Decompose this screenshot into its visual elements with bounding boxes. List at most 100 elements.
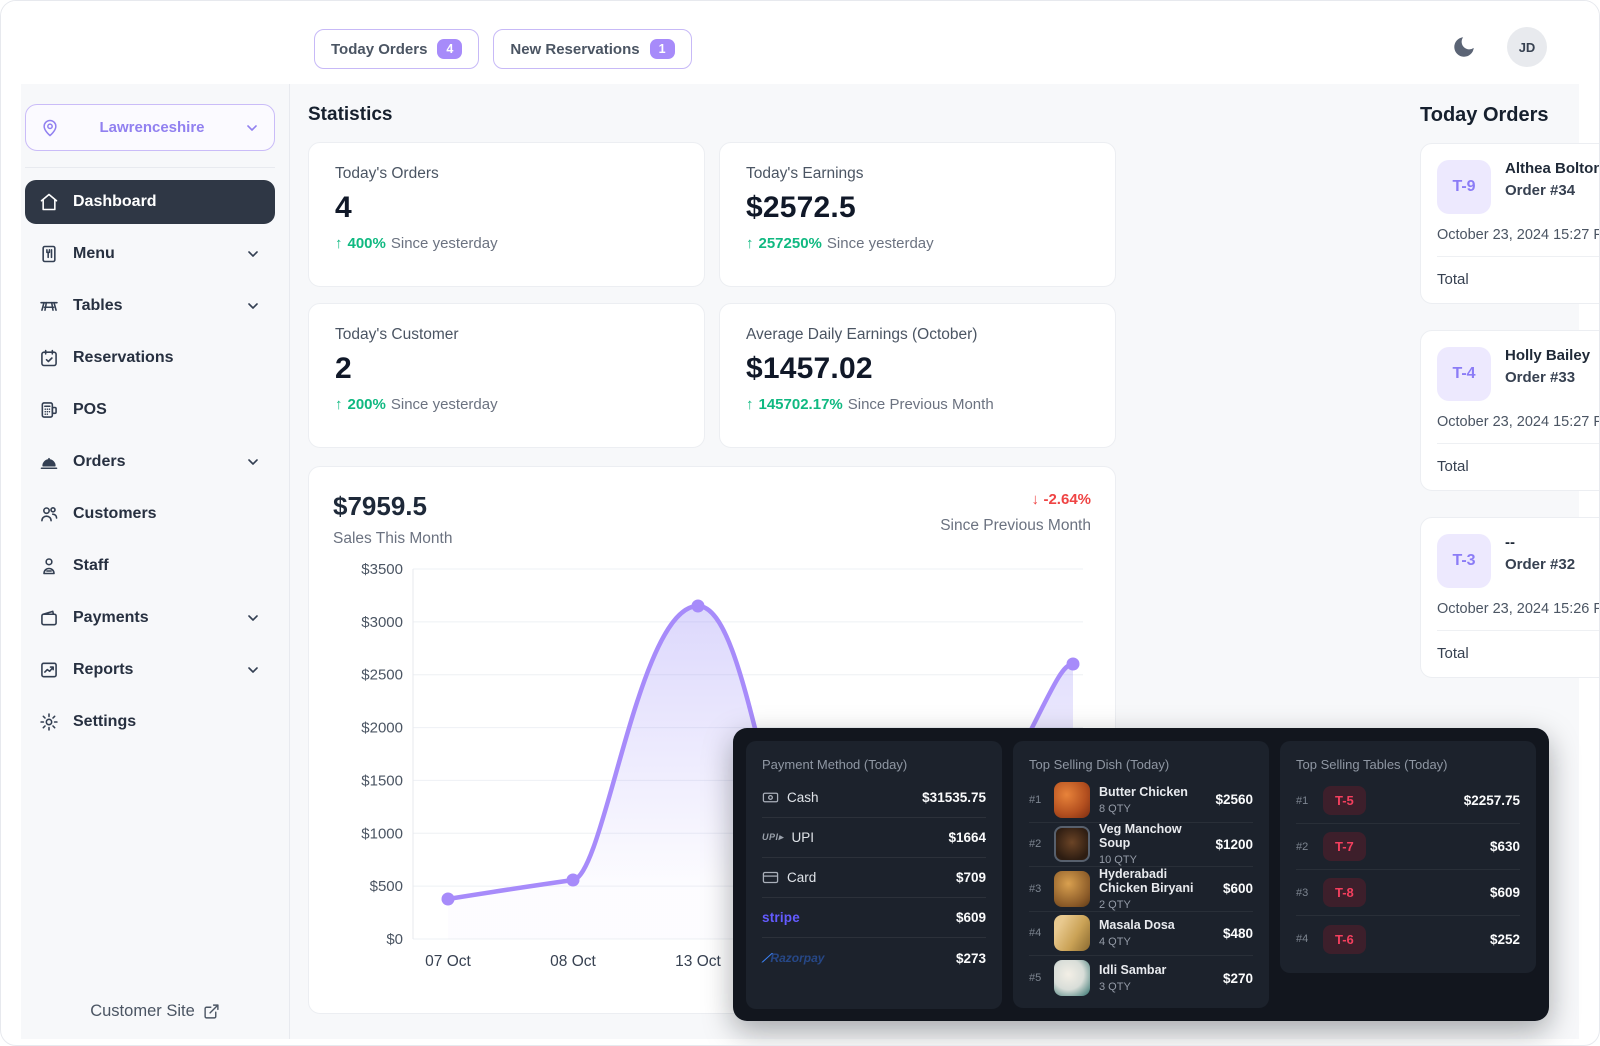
- payment-method-amount: $609: [955, 910, 986, 925]
- dish-rank: #5: [1029, 972, 1042, 985]
- dish-row: #1 Butter Chicken 8 QTY $2560: [1029, 778, 1253, 823]
- order-number: Order #32: [1505, 556, 1576, 573]
- payment-method-panel: Payment Method (Today) Cash $31535.75 UP…: [746, 741, 1002, 1009]
- y-tick: $0: [386, 931, 403, 948]
- dish-rank: #2: [1029, 838, 1042, 851]
- dish-rank: #3: [1029, 882, 1042, 895]
- trend-up-icon: ↑: [335, 396, 343, 413]
- upi-logo: UPI▸: [762, 832, 784, 842]
- sidebar-item-reservations[interactable]: Reservations: [25, 336, 275, 380]
- order-datetime: October 23, 2024 15:26 PM: [1437, 600, 1600, 617]
- staff-icon: [43, 558, 55, 575]
- sidebar-item-label: Settings: [73, 713, 137, 730]
- dish-photo: [1054, 870, 1090, 907]
- new-reservations-button[interactable]: New Reservations 1: [493, 29, 692, 69]
- table-badge: T-8: [1323, 878, 1366, 907]
- sidebar-item-label: Staff: [73, 557, 109, 574]
- location-pin-icon: [43, 119, 57, 136]
- sidebar-item-label: Menu: [73, 245, 115, 262]
- sales-delta-note: Since Previous Month: [940, 517, 1091, 534]
- sidebar-item-reports[interactable]: Reports: [25, 648, 275, 692]
- gear-icon: [40, 713, 58, 731]
- sidebar-item-payments[interactable]: Payments: [25, 596, 275, 640]
- today-orders-button[interactable]: Today Orders 4: [314, 29, 480, 69]
- banknote-icon: [762, 789, 779, 806]
- sidebar-item-dashboard[interactable]: Dashboard: [25, 180, 275, 224]
- payment-method-name: Cash: [787, 790, 819, 805]
- y-tick: $1000: [361, 825, 403, 842]
- sidebar-item-label: POS: [73, 401, 107, 418]
- dish-rank: #4: [1029, 927, 1042, 940]
- customer-name: Althea Bolton: [1505, 160, 1600, 177]
- chevron-down-icon: [248, 303, 258, 309]
- dish-row: #5 Idli Sambar 3 QTY $270: [1029, 956, 1253, 1001]
- dish-photo: [1054, 781, 1090, 818]
- today-orders-title: Today Orders: [1420, 104, 1549, 126]
- payment-method-row: ⟋Razorpay $273: [762, 938, 986, 978]
- order-card[interactable]: T-4 Holly Bailey Order #33 PAID Payment …: [1420, 330, 1599, 491]
- menu-board-icon: [42, 245, 56, 263]
- order-card[interactable]: T-3 -- Order #32 BILLED Waiting for Paym…: [1420, 517, 1600, 678]
- calendar-check-icon: [41, 349, 57, 367]
- sidebar-item-tables[interactable]: Tables: [25, 284, 275, 328]
- sidebar-item-orders[interactable]: Orders: [25, 440, 275, 484]
- order-card[interactable]: T-9 Althea Bolton Order #34 PAID Payment…: [1420, 143, 1600, 304]
- sidebar-item-label: Reservations: [73, 349, 174, 366]
- sales-delta: -2.64%: [1043, 491, 1091, 508]
- payment-method-amount: $31535.75: [922, 790, 986, 805]
- sidebar-item-staff[interactable]: Staff: [25, 544, 275, 588]
- dish-qty: 10 QTY: [1099, 854, 1137, 867]
- dish-photo: [1054, 915, 1090, 952]
- trend-up-icon: ↑: [746, 235, 754, 252]
- stat-card-average-daily-earnings: Average Daily Earnings (October) $1457.0…: [719, 303, 1116, 448]
- table-badge: T-4: [1437, 347, 1491, 401]
- chevron-down-icon: [248, 459, 258, 465]
- dish-rank: #1: [1029, 793, 1042, 806]
- customer-name: --: [1505, 534, 1515, 551]
- customer-site-link[interactable]: Customer Site: [21, 1002, 289, 1021]
- order-total-label: Total: [1437, 644, 1469, 662]
- dish-price: $480: [1222, 925, 1253, 941]
- table-badge: T-7: [1323, 832, 1366, 861]
- sidebar-item-customers[interactable]: Customers: [25, 492, 275, 536]
- location-selector[interactable]: Lawrenceshire: [25, 104, 275, 151]
- sidebar-item-settings[interactable]: Settings: [25, 700, 275, 744]
- payment-method-amount: $273: [955, 950, 986, 966]
- chevron-down-icon: [248, 615, 258, 621]
- order-datetime: October 23, 2024 15:27 PM: [1437, 226, 1600, 243]
- top-bar-shortcuts: Today Orders 4 New Reservations 1: [314, 29, 692, 69]
- dish-photo: [1054, 826, 1090, 863]
- today-orders-button-label: Today Orders: [331, 40, 428, 58]
- table-amount: $630: [1489, 839, 1520, 854]
- moon-icon[interactable]: [1451, 34, 1477, 60]
- avatar[interactable]: JD: [1507, 27, 1547, 67]
- stat-label: Today's Earnings: [746, 165, 864, 182]
- y-tick: $500: [370, 878, 403, 895]
- dish-row: #3 Hyderabadi Chicken Biryani 2 QTY $600: [1029, 867, 1253, 912]
- y-tick: $3500: [361, 561, 403, 578]
- dish-price: $600: [1222, 881, 1253, 897]
- table-amount: $252: [1489, 931, 1520, 947]
- sales-subtitle: Sales This Month: [333, 530, 453, 547]
- stat-delta: ↑ 145702.17% Since Previous Month: [746, 396, 1089, 413]
- dish-photo: [1054, 960, 1090, 997]
- new-reservations-button-label: New Reservations: [510, 40, 640, 58]
- stat-card-todays-orders: Today's Orders 4 ↑ 400% Since yesterday: [308, 142, 705, 287]
- stripe-logo: stripe: [762, 910, 800, 925]
- sidebar-item-menu[interactable]: Menu: [25, 232, 275, 276]
- y-tick: $1500: [361, 772, 403, 789]
- dark-widgets-overlay: Payment Method (Today) Cash $31535.75 UP…: [733, 728, 1549, 1021]
- table-row: #2 T-7 $630: [1296, 824, 1520, 870]
- payment-method-amount: $709: [955, 870, 986, 885]
- top-bar: Today Orders 4 New Reservations 1 JD: [1, 1, 1599, 84]
- razorpay-logo: ⟋Razorpay: [762, 950, 825, 965]
- stat-delta: ↑ 200% Since yesterday: [335, 396, 678, 413]
- payment-method-name: Card: [787, 870, 817, 885]
- payment-method-row: UPI▸ UPI $1664: [762, 818, 986, 858]
- trend-down-icon: ↓: [1031, 491, 1040, 508]
- trend-up-icon: ↑: [746, 396, 754, 413]
- sidebar-item-pos[interactable]: POS: [25, 388, 275, 432]
- x-tick: 13 Oct: [675, 953, 721, 970]
- payment-method-title: Payment Method (Today): [762, 757, 908, 772]
- stat-delta-note: Since yesterday: [390, 235, 498, 252]
